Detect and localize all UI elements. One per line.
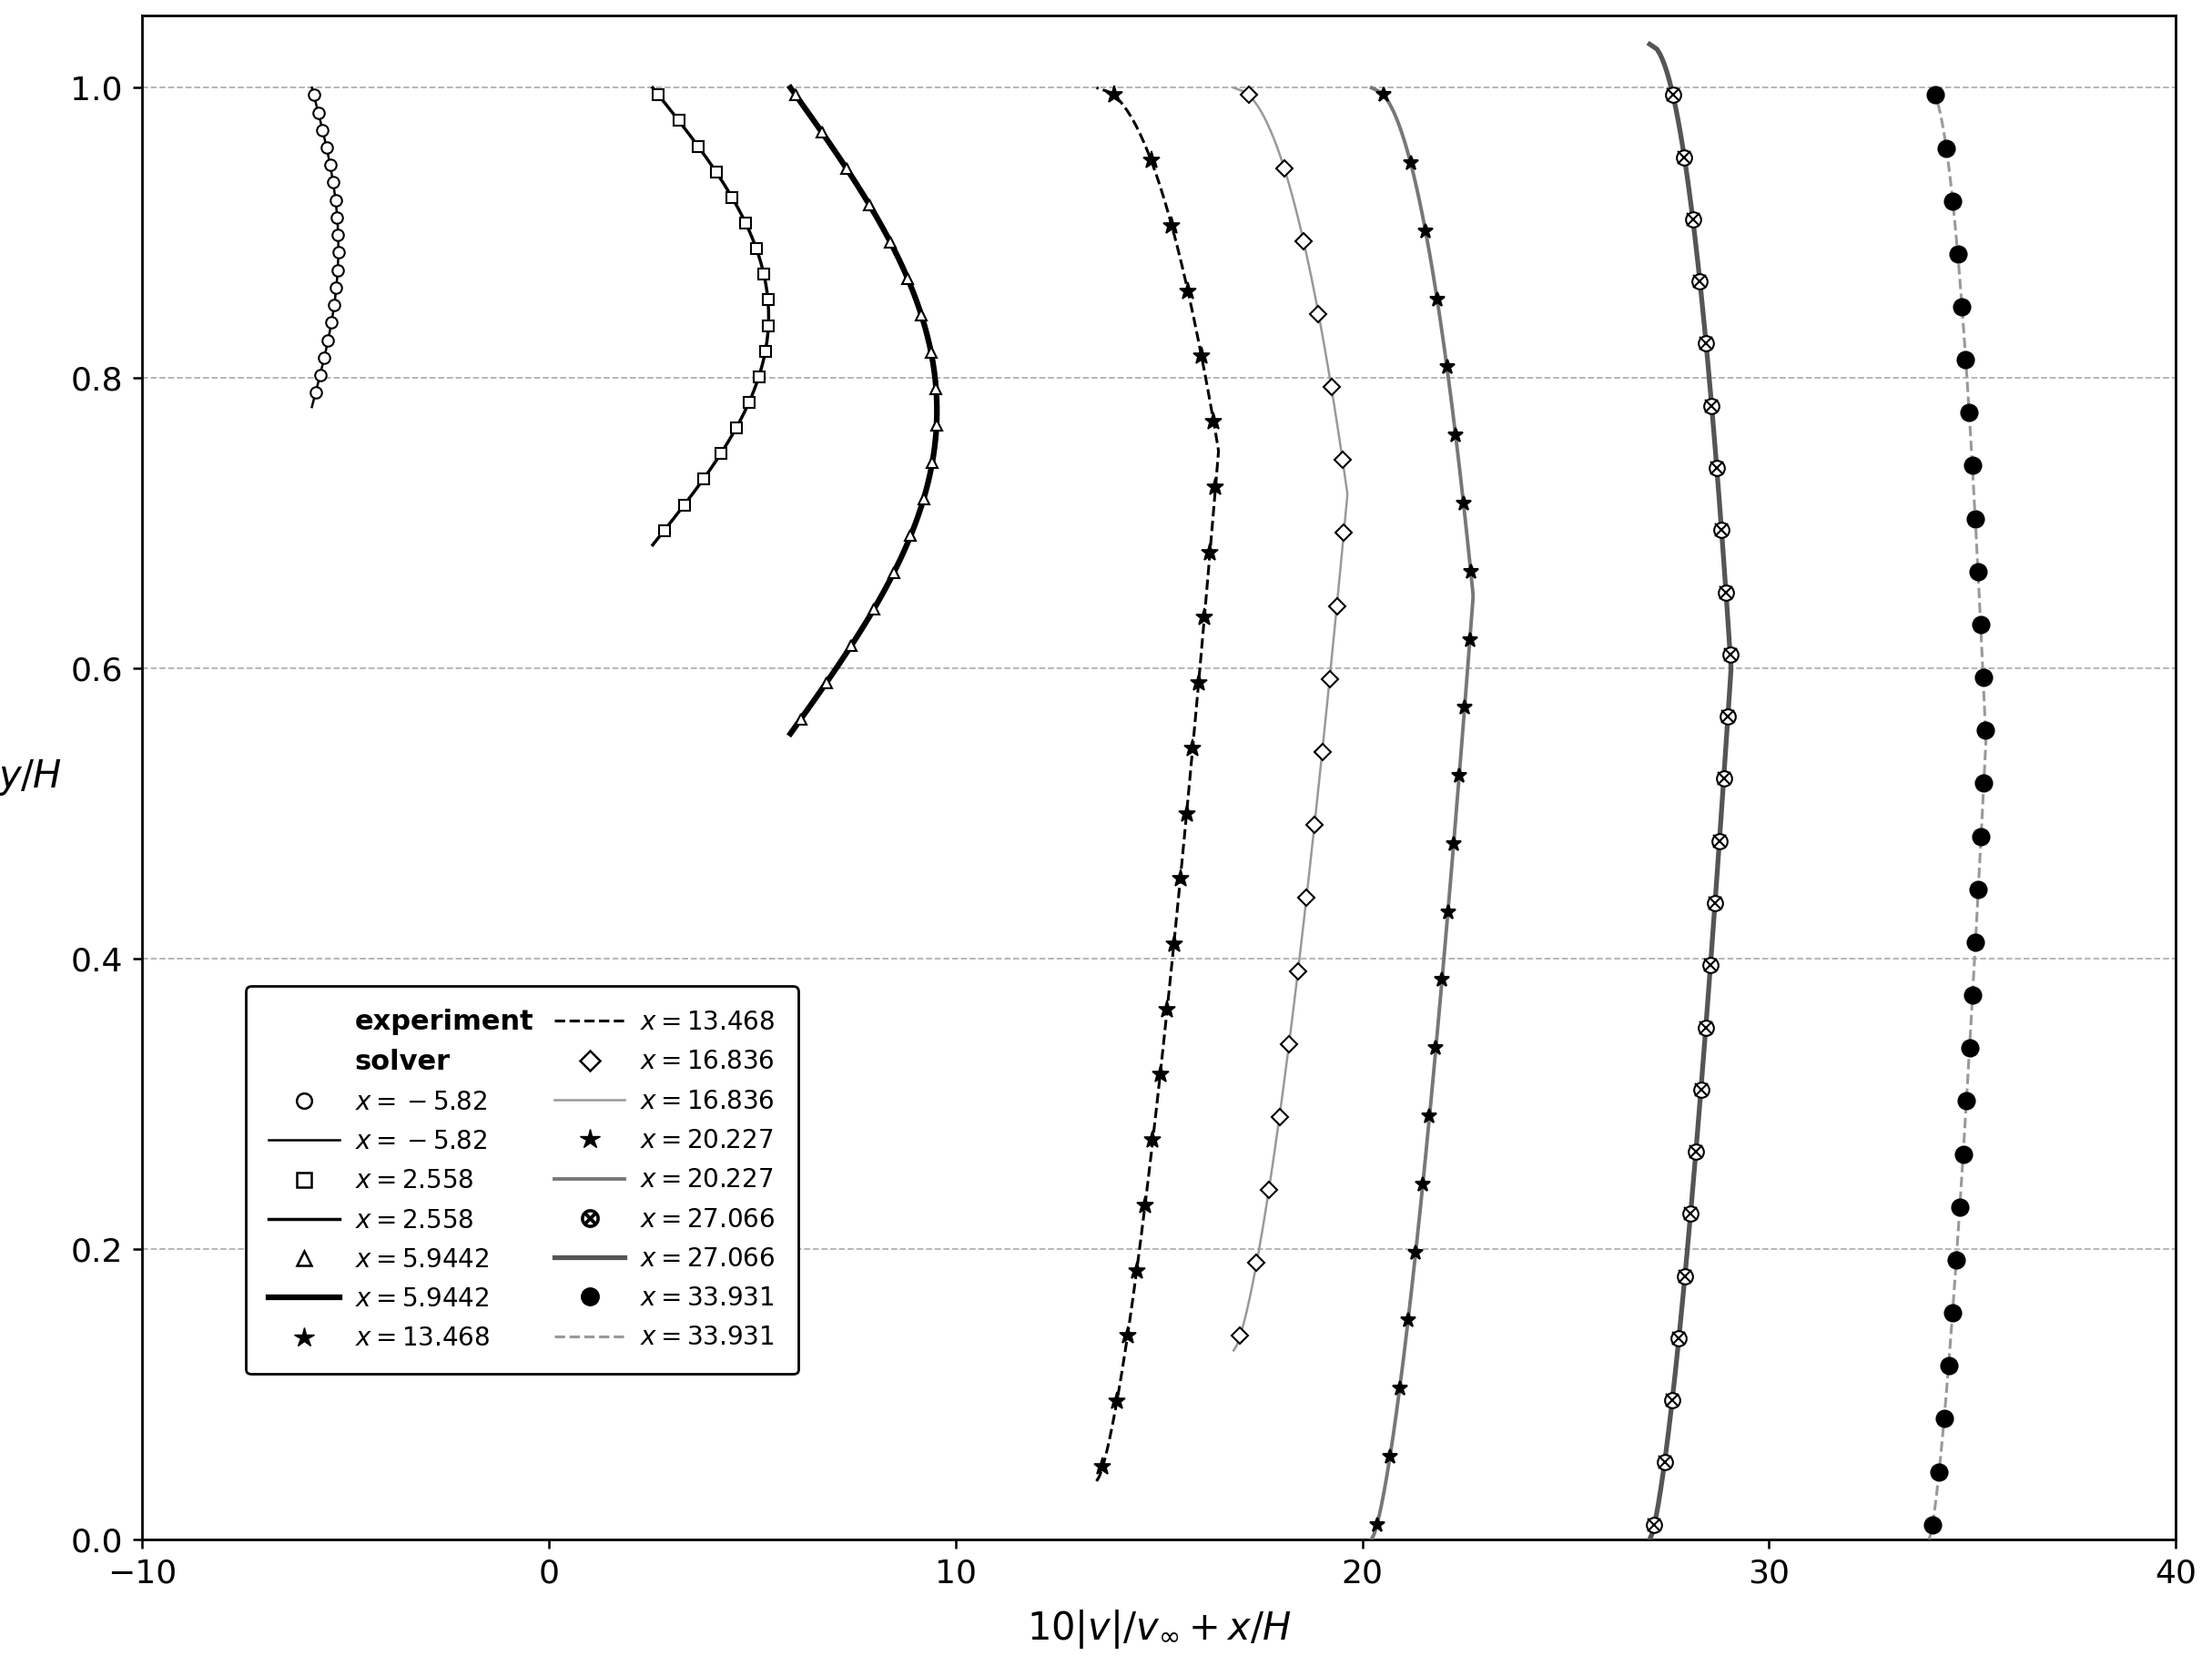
Y-axis label: $y/H$: $y/H$ xyxy=(0,756,62,798)
Legend: experiment, solver, $x = -5.82$, $x = -5.82$, $x = 2.558$, $x = 2.558$, $x = 5.9: experiment, solver, $x = -5.82$, $x = -5… xyxy=(246,986,799,1374)
X-axis label: $10|v|/v_{\infty} + x/H$: $10|v|/v_{\infty} + x/H$ xyxy=(1026,1608,1292,1651)
